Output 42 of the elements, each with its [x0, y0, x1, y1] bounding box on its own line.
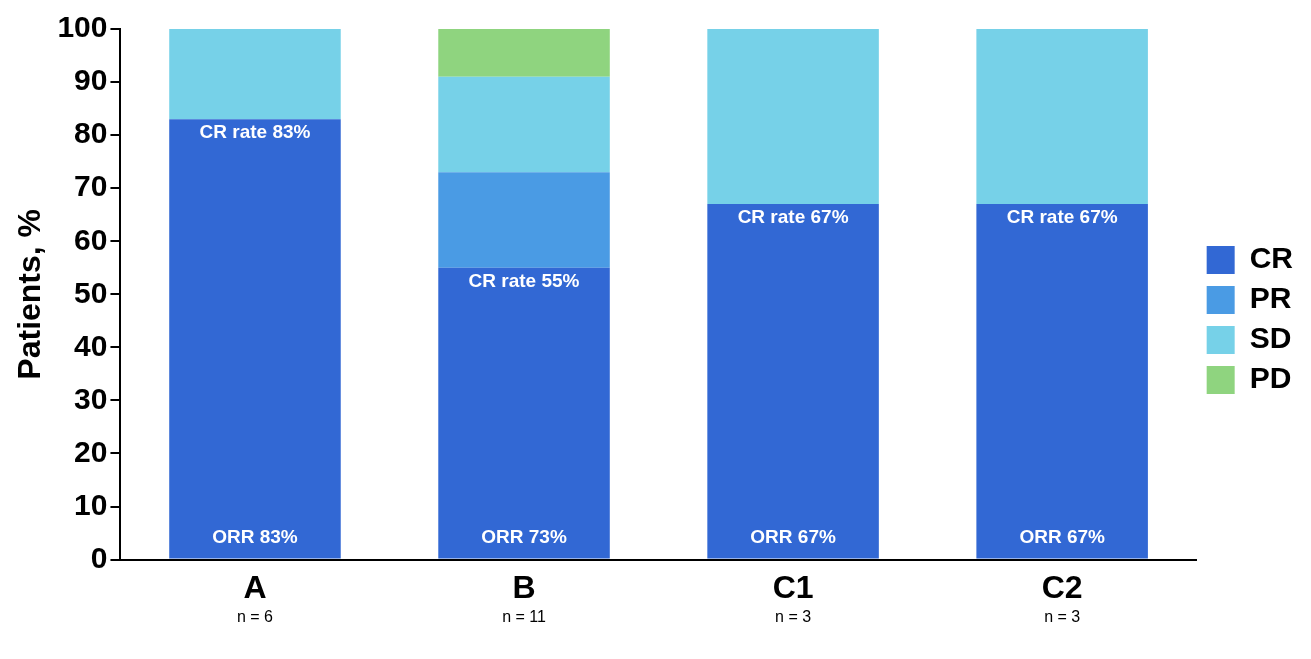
bar	[438, 172, 610, 268]
x-tick-label: A	[243, 568, 267, 605]
y-tick-label: 90	[74, 63, 108, 97]
y-tick-label: 50	[74, 275, 108, 309]
text: n = 3	[775, 608, 812, 626]
annotation: CR rate 55%	[468, 269, 580, 291]
x-tick-label: C1	[772, 568, 814, 605]
text: n = 6	[236, 608, 274, 626]
legend-label: CR	[1249, 241, 1294, 275]
legend-label: PR	[1249, 281, 1292, 315]
text: n = 11	[502, 608, 546, 626]
annotation: ORR 83%	[212, 526, 298, 548]
y-tick-label: 80	[74, 116, 108, 150]
y-tick-label: 70	[74, 169, 108, 203]
y-axis-title: Patients, %	[11, 208, 48, 380]
bar	[438, 29, 610, 77]
text: n = 3	[1044, 608, 1081, 626]
y-tick-label: 60	[74, 222, 108, 256]
y-tick-label: 0	[90, 540, 108, 574]
annotation: ORR 73%	[481, 526, 567, 548]
annotation: CR rate 83%	[199, 120, 311, 142]
annotation: ORR 67%	[1019, 526, 1106, 548]
x-tick-label: B	[512, 568, 536, 605]
legend-label: SD	[1249, 321, 1292, 355]
bar	[976, 204, 1148, 559]
annotation: CR rate 67%	[737, 205, 849, 227]
bar	[976, 29, 1148, 205]
y-tick-label: 40	[74, 328, 108, 362]
bar	[707, 204, 879, 559]
bar	[438, 267, 610, 559]
annotation: ORR 67%	[750, 526, 836, 548]
bar	[169, 29, 341, 120]
y-tick-label: 30	[74, 381, 108, 415]
legend-label: PD	[1249, 361, 1292, 395]
annotation: CR rate 67%	[1006, 205, 1118, 227]
bar	[707, 29, 879, 205]
x-tick-label: C2	[1041, 568, 1083, 605]
y-tick-label: 20	[74, 434, 108, 468]
y-tick-label: 10	[74, 487, 108, 521]
bar	[438, 76, 610, 173]
y-tick-label: 100	[57, 10, 108, 44]
bar	[169, 119, 341, 559]
